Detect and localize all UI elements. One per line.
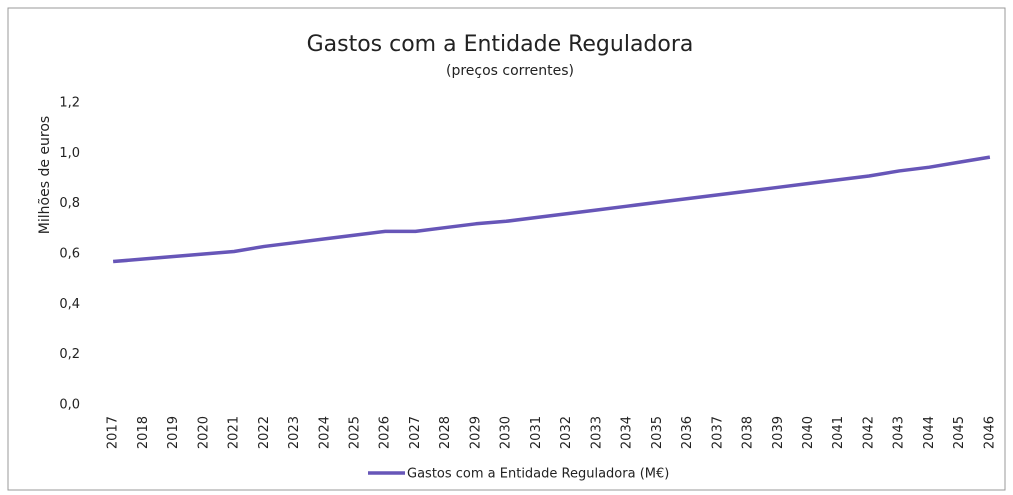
y-tick-label: 1,0: [59, 146, 80, 161]
x-tick-label: 2030: [499, 416, 514, 449]
x-tick-label: 2022: [257, 416, 272, 449]
x-tick-label: 2040: [801, 416, 816, 449]
chart-frame: [7, 7, 1006, 491]
chart-subtitle: (preços correntes): [446, 63, 574, 79]
x-tick-label: 2023: [287, 416, 302, 449]
chart-title: Gastos com a Entidade Reguladora: [307, 32, 694, 57]
x-tick-label: 2032: [559, 416, 574, 449]
x-tick-label: 2029: [468, 416, 483, 449]
x-tick-label: 2018: [136, 416, 151, 449]
x-tick-label: 2021: [227, 416, 242, 449]
x-tick-label: 2044: [922, 416, 937, 449]
x-tick-label: 2034: [620, 416, 635, 449]
x-tick-label: 2028: [438, 416, 453, 449]
x-tick-label: 2025: [347, 416, 362, 449]
x-tick-label: 2031: [529, 416, 544, 449]
x-tick-label: 2042: [861, 416, 876, 449]
data-line: [112, 155, 991, 264]
y-tick-label: 0,6: [59, 247, 80, 262]
y-axis-label: Milhões de euros: [37, 116, 53, 234]
x-tick-label: 2024: [317, 416, 332, 449]
x-tick-label: 2017: [106, 416, 121, 449]
x-tick-label: 2046: [982, 416, 997, 449]
y-tick-label: 0,4: [59, 297, 80, 312]
x-tick-label: 2019: [166, 416, 181, 449]
x-tick-label: 2039: [771, 416, 786, 449]
x-tick-label: 2037: [710, 416, 725, 449]
y-tick-label: 0,0: [59, 398, 80, 413]
x-tick-label: 2041: [831, 416, 846, 449]
y-tick-label: 0,8: [59, 196, 80, 211]
x-tick-label: 2026: [378, 416, 393, 449]
y-tick-label: 0,2: [59, 347, 80, 362]
x-tick-label: 2035: [650, 416, 665, 449]
x-tick-label: 2036: [680, 416, 695, 449]
x-tick-label: 2027: [408, 416, 423, 449]
x-tick-label: 2045: [952, 416, 967, 449]
x-tick-label: 2020: [196, 416, 211, 449]
x-tick-label: 2033: [589, 416, 604, 449]
x-tick-label: 2043: [892, 416, 907, 449]
y-tick-label: 1,2: [59, 96, 80, 111]
x-tick-label: 2038: [741, 416, 756, 449]
legend-label: Gastos com a Entidade Reguladora (M€): [407, 467, 669, 482]
